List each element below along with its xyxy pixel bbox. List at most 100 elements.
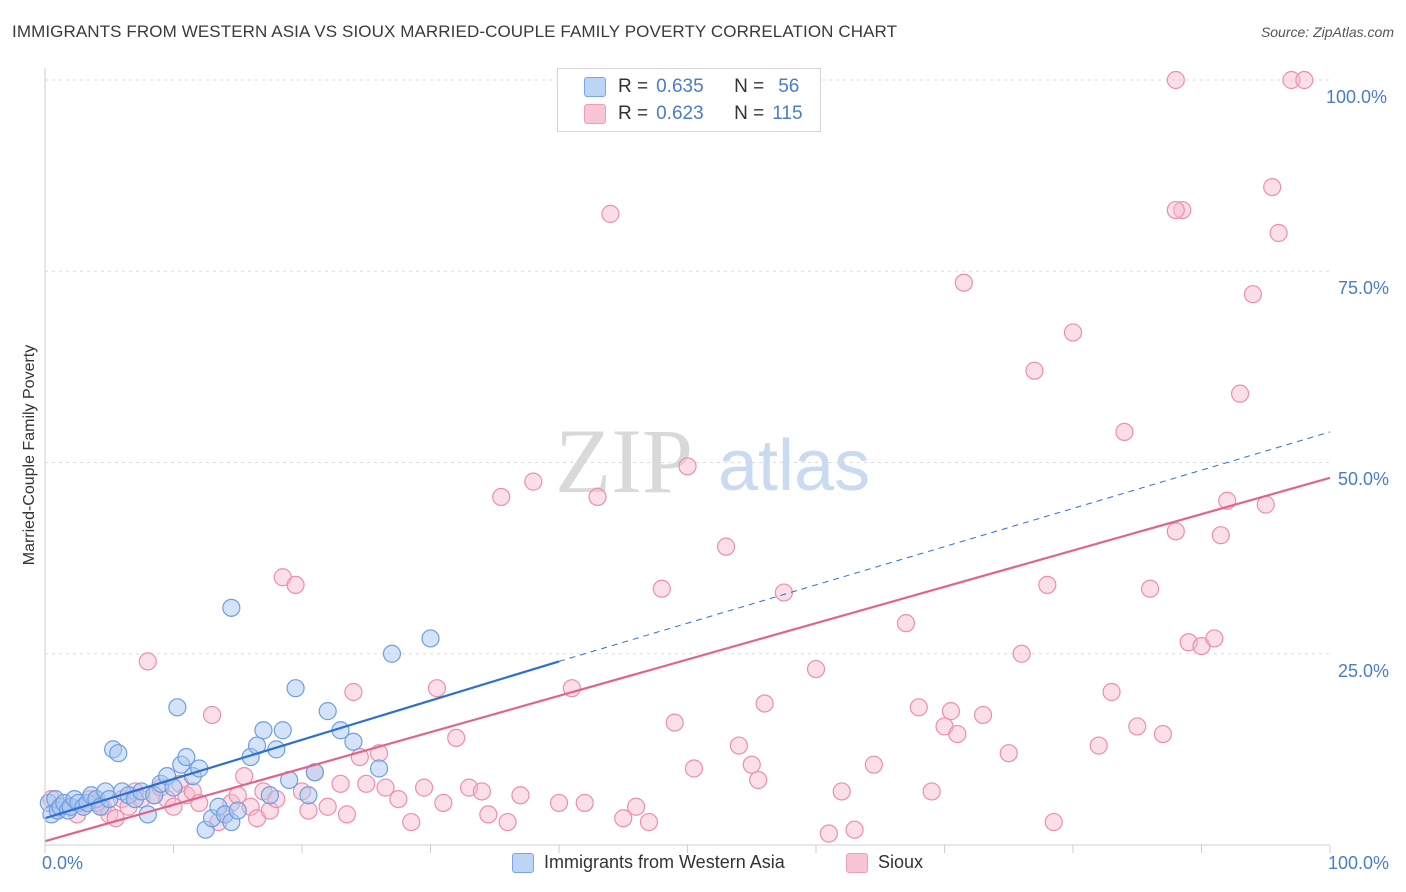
western-asia-point bbox=[260, 786, 279, 805]
western-asia-point bbox=[421, 629, 440, 648]
sioux-point bbox=[1243, 285, 1263, 304]
western-asia-point bbox=[177, 747, 196, 767]
sioux-point bbox=[909, 698, 928, 717]
y-tick-label: 100.0% bbox=[1326, 87, 1388, 107]
pink-r-label: R = bbox=[618, 103, 649, 124]
x-tick-label: 100.0% bbox=[1328, 853, 1390, 873]
sioux-point bbox=[1295, 70, 1314, 90]
sioux-point bbox=[1166, 522, 1185, 541]
western-asia-point bbox=[222, 598, 241, 617]
legend-item-sioux[interactable]: Sioux bbox=[846, 852, 923, 873]
source-label: Source: ZipAtlas.com bbox=[1260, 24, 1394, 40]
sioux-point bbox=[1044, 812, 1063, 832]
axes bbox=[44, 68, 1331, 853]
sioux-point bbox=[716, 537, 736, 556]
sioux-point bbox=[1211, 526, 1230, 545]
chart-title: IMMIGRANTS FROM WESTERN ASIA VS SIOUX MA… bbox=[12, 22, 898, 41]
trend-lines bbox=[44, 431, 1331, 843]
sioux-point bbox=[948, 724, 967, 744]
sioux-point bbox=[414, 778, 434, 797]
sioux-point bbox=[1173, 200, 1192, 220]
sioux-point bbox=[845, 820, 864, 839]
sioux-point bbox=[755, 694, 774, 713]
y-tick-label: 75.0% bbox=[1338, 278, 1390, 298]
watermark-zip: ZIP bbox=[555, 410, 693, 512]
sioux-point bbox=[447, 728, 466, 748]
sioux-point bbox=[1263, 178, 1282, 197]
western-asia-point bbox=[168, 698, 187, 717]
sioux-point bbox=[626, 797, 646, 816]
sioux-point bbox=[922, 782, 941, 801]
y-tick-label: 50.0% bbox=[1338, 469, 1390, 489]
sioux-point bbox=[1128, 717, 1147, 736]
sioux-point bbox=[941, 702, 961, 721]
sioux-point bbox=[1115, 422, 1134, 441]
western-asia-point bbox=[344, 732, 363, 751]
western-asia-point bbox=[382, 644, 402, 663]
sioux-point bbox=[819, 824, 838, 843]
sioux-point bbox=[1038, 575, 1057, 595]
western-asia-trend-line bbox=[44, 660, 560, 820]
sioux-point bbox=[1025, 361, 1044, 380]
legend-item-western-asia[interactable]: Immigrants from Western Asia bbox=[512, 852, 785, 873]
sioux-point bbox=[337, 805, 357, 824]
sioux-point bbox=[806, 659, 826, 679]
sioux-point bbox=[896, 614, 916, 633]
sioux-point bbox=[832, 782, 851, 801]
sioux-point bbox=[973, 705, 993, 725]
sioux-point bbox=[684, 759, 704, 778]
legend-blue-label: Immigrants from Western Asia bbox=[544, 852, 785, 872]
western-asia-point bbox=[286, 679, 305, 698]
pink-n-value: 115 bbox=[772, 103, 803, 124]
sioux-point bbox=[434, 793, 453, 813]
sioux-point bbox=[639, 812, 659, 832]
correlation-stats-box: R = 0.635 N = 56 R = 0.623 N = 115 bbox=[557, 68, 821, 132]
sioux-point bbox=[742, 755, 761, 774]
sioux-point bbox=[1230, 384, 1250, 403]
sioux-point bbox=[601, 204, 620, 223]
sioux-point bbox=[999, 744, 1018, 763]
sioux-point bbox=[678, 457, 697, 476]
sioux-point bbox=[286, 575, 305, 595]
legend-pink-swatch bbox=[846, 852, 868, 873]
sioux-point bbox=[1282, 70, 1301, 90]
watermark-atlas: atlas bbox=[718, 426, 870, 506]
blue-r-value: 0.635 bbox=[656, 76, 704, 97]
legend-pink-label: Sioux bbox=[878, 852, 924, 872]
sioux-point bbox=[749, 770, 768, 790]
gridlines bbox=[45, 79, 1330, 655]
sioux-point bbox=[1089, 736, 1108, 755]
sioux-trend-line bbox=[44, 476, 1331, 843]
sioux-point bbox=[472, 782, 491, 801]
sioux-point bbox=[138, 652, 157, 671]
sioux-point bbox=[389, 789, 408, 809]
sioux-point bbox=[357, 774, 376, 793]
sioux-point bbox=[614, 809, 633, 828]
sioux-point bbox=[665, 713, 684, 732]
western-asia-point bbox=[299, 786, 318, 805]
sioux-point bbox=[1166, 200, 1185, 220]
legend-blue-swatch bbox=[512, 852, 534, 873]
y-tick-label: 25.0% bbox=[1338, 661, 1390, 681]
sioux-point bbox=[774, 583, 793, 602]
blue-n-label: N = bbox=[734, 76, 765, 97]
sioux-point bbox=[1166, 70, 1185, 90]
sioux-point bbox=[427, 679, 447, 698]
sioux-point bbox=[1063, 323, 1083, 342]
sioux-point bbox=[1153, 724, 1173, 744]
sioux-point bbox=[376, 778, 395, 797]
sioux-point bbox=[344, 682, 363, 702]
pink-n-label: N = bbox=[734, 103, 765, 124]
western-asia-point bbox=[109, 744, 128, 763]
western-asia-point bbox=[228, 801, 247, 820]
sioux-point bbox=[511, 786, 530, 805]
blue-n-value: 56 bbox=[778, 76, 800, 97]
western-asia-point bbox=[254, 721, 273, 740]
blue-swatch bbox=[584, 77, 606, 97]
sioux-point bbox=[402, 812, 421, 832]
sioux-point bbox=[588, 487, 607, 507]
western-asia-point bbox=[370, 759, 389, 778]
sioux-point bbox=[729, 736, 749, 755]
stat-row-pink: R = 0.623 N = 115 bbox=[558, 101, 803, 127]
